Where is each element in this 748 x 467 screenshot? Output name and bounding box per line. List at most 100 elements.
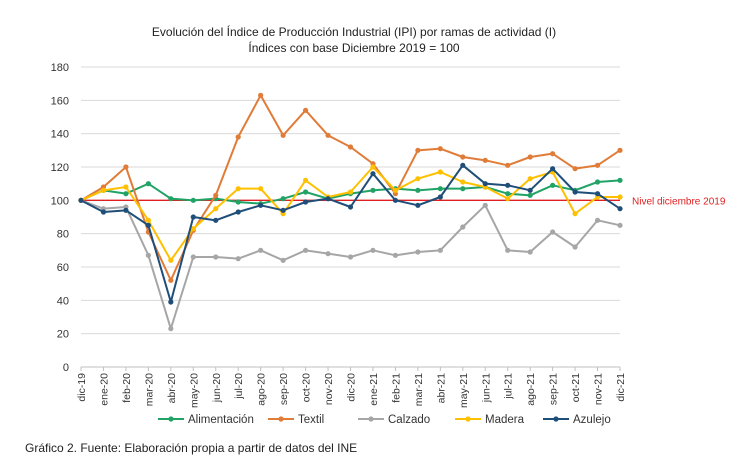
data-point-alimentacion	[370, 187, 376, 193]
data-point-azulejo	[235, 209, 241, 215]
data-point-madera	[347, 189, 354, 195]
data-point-madera	[505, 196, 511, 202]
data-point-calzado	[258, 247, 264, 253]
data-point-textil	[527, 154, 533, 160]
x-tick-label: dic-19	[76, 373, 88, 402]
data-point-azulejo	[168, 299, 174, 305]
data-point-calzado	[594, 217, 601, 223]
data-point-calzado	[572, 244, 578, 250]
data-point-azulejo	[325, 196, 331, 202]
y-tick-label: 40	[57, 295, 69, 307]
y-tick-label: 160	[51, 95, 69, 107]
data-point-calzado	[325, 251, 331, 257]
data-point-madera	[235, 186, 241, 192]
data-point-azulejo	[572, 189, 578, 195]
legend-marker-calzado	[368, 416, 374, 422]
data-point-madera	[415, 176, 421, 182]
data-point-calzado	[213, 254, 219, 260]
x-tick-label: feb-20	[121, 373, 133, 403]
data-point-madera	[302, 177, 309, 183]
series-group	[78, 92, 623, 332]
x-tick-label: nov-20	[323, 373, 335, 405]
data-point-madera	[392, 187, 399, 193]
legend-marker-madera	[465, 416, 471, 422]
legend-marker-textil	[278, 416, 284, 422]
y-axis: 0 20 40 60 80 100 120 140 160 180	[51, 62, 69, 374]
data-point-azulejo	[302, 199, 309, 205]
data-point-calzado	[437, 247, 443, 253]
data-point-azulejo	[258, 202, 264, 208]
data-point-calzado	[505, 247, 511, 253]
reference-line-label: Nivel diciembre 2019	[632, 196, 726, 207]
data-point-calzado	[460, 224, 466, 230]
chart-title: Evolución del Índice de Producción Indus…	[152, 24, 556, 39]
legend-label-calzado: Calzado	[388, 414, 430, 426]
data-point-alimentacion	[437, 186, 443, 192]
data-point-azulejo	[617, 206, 623, 212]
legend-marker-azulejo	[553, 416, 559, 422]
legend-label-textil: Textil	[298, 414, 324, 426]
data-point-textil	[302, 107, 309, 113]
data-point-textil	[235, 134, 241, 140]
data-point-madera	[370, 164, 376, 170]
x-tick-label: dic-20	[346, 373, 358, 402]
data-point-textil	[280, 132, 286, 138]
data-point-alimentacion	[235, 199, 241, 205]
x-tick-label: jun-21	[480, 373, 492, 403]
data-point-alimentacion	[280, 196, 286, 202]
x-tick-label: may-21	[458, 373, 470, 408]
y-tick-label: 80	[57, 229, 69, 241]
legend: Alimentación Textil Calzado Madera Azulejo	[158, 414, 611, 426]
x-tick-label: abr-21	[435, 373, 447, 404]
data-point-azulejo	[482, 181, 488, 187]
chart-subtitle: Índices con base Diciembre 2019 = 100	[248, 40, 459, 55]
data-point-madera	[100, 187, 107, 193]
data-point-calzado	[617, 222, 623, 228]
data-point-calzado	[550, 229, 556, 235]
data-point-azulejo	[550, 166, 556, 172]
data-point-calzado	[302, 247, 309, 253]
data-point-textil	[460, 154, 466, 160]
data-point-madera	[437, 169, 443, 175]
legend-label-madera: Madera	[485, 414, 525, 426]
y-tick-label: 120	[51, 162, 69, 174]
x-tick-label: mar-21	[413, 373, 425, 406]
data-point-textil	[572, 166, 578, 172]
x-tick-label: oct-20	[301, 373, 313, 402]
data-point-textil	[347, 144, 354, 150]
data-point-azulejo	[392, 197, 399, 203]
x-tick-label: jun-20	[211, 373, 223, 403]
x-tick-label: dic-21	[615, 373, 627, 402]
y-tick-label: 140	[51, 129, 69, 141]
data-point-calzado	[145, 252, 151, 258]
y-tick-label: 0	[63, 362, 69, 374]
figure-caption: Gráfico 2. Fuente: Elaboración propia a …	[25, 441, 358, 455]
gridlines	[81, 66, 620, 368]
data-point-azulejo	[437, 194, 443, 200]
data-point-madera	[572, 211, 578, 217]
data-point-textil	[168, 277, 174, 283]
data-point-textil	[505, 162, 511, 168]
data-point-madera	[258, 186, 264, 192]
data-point-calzado	[280, 257, 286, 263]
x-tick-label: jul-21	[503, 373, 515, 400]
data-point-azulejo	[190, 214, 196, 220]
data-point-azulejo	[527, 187, 533, 193]
data-point-azulejo	[213, 217, 219, 223]
data-point-azulejo	[415, 202, 421, 208]
data-point-alimentacion	[550, 182, 556, 188]
data-point-azulejo	[460, 162, 466, 168]
data-point-calzado	[168, 326, 174, 332]
x-tick-label: oct-21	[570, 373, 582, 402]
y-tick-label: 180	[51, 62, 69, 74]
data-point-calzado	[392, 252, 399, 258]
data-point-calzado	[527, 249, 533, 255]
data-point-textil	[213, 192, 219, 198]
data-point-alimentacion	[123, 191, 129, 197]
data-point-alimentacion	[145, 181, 151, 187]
data-point-textil	[123, 164, 129, 170]
x-tick-label: mar-20	[143, 373, 155, 406]
x-tick-label: sep-21	[548, 373, 560, 405]
data-point-azulejo	[123, 207, 129, 213]
data-point-alimentacion	[617, 177, 623, 183]
